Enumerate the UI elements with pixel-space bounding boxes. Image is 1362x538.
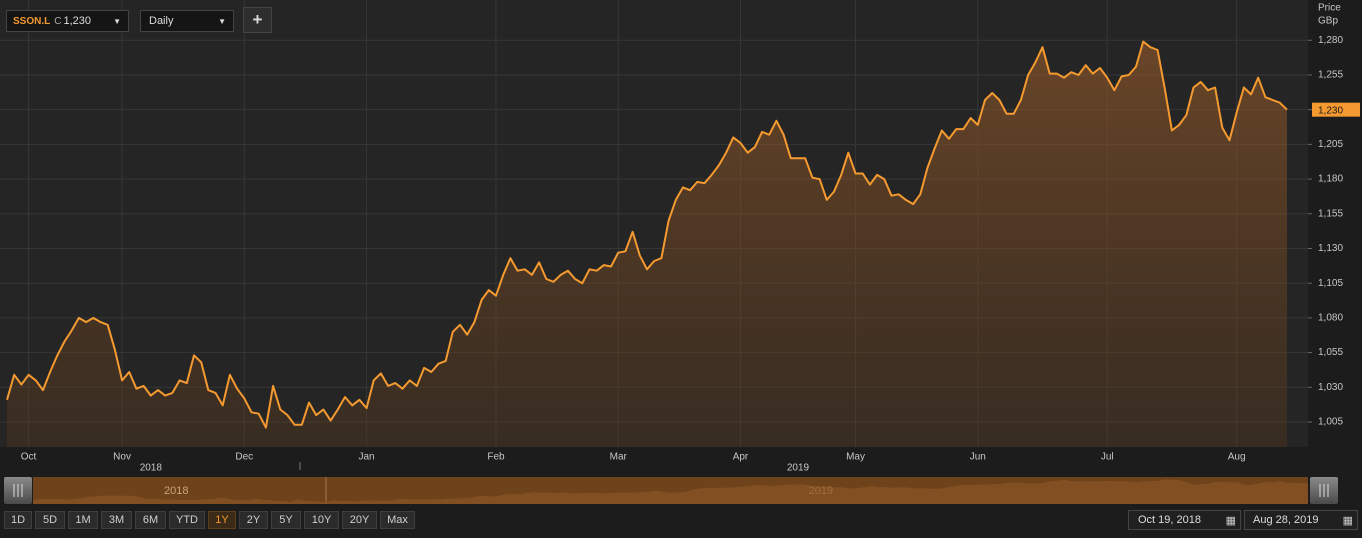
x-tick-label: Nov bbox=[113, 452, 131, 463]
y-tick-label: 1,255 bbox=[1318, 70, 1343, 81]
end-date[interactable]: Aug 28, 2019 ▦ bbox=[1244, 510, 1358, 530]
x-tick-label: Oct bbox=[21, 452, 37, 463]
symbol-selector[interactable]: SSON.L C 1,230 ▼ bbox=[6, 10, 129, 32]
x-tick-label: Jan bbox=[358, 452, 374, 463]
x-tick-label: Dec bbox=[235, 452, 253, 463]
navigator-right-handle[interactable] bbox=[1310, 477, 1338, 504]
y-tick-label: 1,105 bbox=[1318, 278, 1343, 289]
add-button[interactable]: + bbox=[243, 7, 272, 33]
y-tick-label: 1,030 bbox=[1318, 382, 1343, 393]
range-button[interactable]: 5D bbox=[35, 511, 65, 529]
x-year-label: 2018 bbox=[140, 463, 163, 474]
y-tick-label: 1,005 bbox=[1318, 417, 1343, 428]
y-tick-label: 1,055 bbox=[1318, 347, 1343, 358]
last-price-label: 1,230 bbox=[1318, 105, 1343, 116]
close-value: 1,230 bbox=[63, 15, 91, 27]
handle-grip bbox=[1319, 484, 1329, 497]
last-price-badge bbox=[1312, 102, 1360, 117]
range-button[interactable]: 2Y bbox=[239, 511, 268, 529]
currency-label: GBp bbox=[1318, 16, 1338, 27]
x-tick-label: Jul bbox=[1101, 452, 1114, 463]
range-button[interactable]: 1M bbox=[68, 511, 98, 529]
navigator-year-label: 2018 bbox=[164, 485, 188, 497]
y-tick-label: 1,155 bbox=[1318, 208, 1343, 219]
price-label: Price bbox=[1318, 3, 1341, 14]
interval-selector[interactable]: Daily ▼ bbox=[140, 10, 234, 32]
navigator-left-handle[interactable] bbox=[4, 477, 32, 504]
range-button[interactable]: Max bbox=[380, 511, 415, 529]
calendar-icon[interactable]: ▦ bbox=[1342, 514, 1353, 527]
x-year-label: 2019 bbox=[787, 463, 810, 474]
range-button[interactable]: YTD bbox=[169, 511, 205, 529]
start-date[interactable]: Oct 19, 2018 ▦ bbox=[1128, 510, 1241, 530]
x-tick-label: Aug bbox=[1228, 452, 1246, 463]
y-tick-label: 1,080 bbox=[1318, 313, 1343, 324]
range-button[interactable]: 1D bbox=[4, 511, 32, 529]
x-tick-label: Jun bbox=[970, 452, 986, 463]
interval: Daily bbox=[149, 15, 174, 27]
end-date-text: Aug 28, 2019 bbox=[1253, 514, 1319, 526]
price-line bbox=[6, 40, 1288, 429]
range-button[interactable]: 10Y bbox=[304, 511, 339, 529]
x-tick-label: Feb bbox=[487, 452, 505, 463]
close-prefix: C bbox=[54, 15, 62, 27]
y-tick-label: 1,280 bbox=[1318, 35, 1343, 46]
range-button[interactable]: 1Y bbox=[208, 511, 236, 529]
range-button[interactable]: 20Y bbox=[342, 511, 377, 529]
x-tick-label: Mar bbox=[610, 452, 628, 463]
range-button[interactable]: 3M bbox=[101, 511, 132, 529]
navigator-area bbox=[33, 479, 1308, 504]
y-tick-label: 1,205 bbox=[1318, 139, 1343, 150]
dropdown-arrow: ▼ bbox=[113, 16, 121, 26]
calendar-icon[interactable]: ▦ bbox=[1225, 514, 1236, 527]
symbol: SSON.L bbox=[13, 15, 51, 27]
range-button[interactable]: 6M bbox=[135, 511, 166, 529]
x-tick-label: Apr bbox=[733, 452, 749, 463]
area-fill bbox=[7, 41, 1287, 447]
handle-grip bbox=[13, 484, 23, 497]
y-tick-label: 1,180 bbox=[1318, 174, 1343, 185]
x-tick-label: May bbox=[846, 452, 865, 463]
y-tick-label: 1,130 bbox=[1318, 243, 1343, 254]
range-button[interactable]: 5Y bbox=[271, 511, 301, 529]
start-date-text: Oct 19, 2018 bbox=[1138, 514, 1201, 526]
dropdown-arrow: ▼ bbox=[218, 16, 226, 26]
